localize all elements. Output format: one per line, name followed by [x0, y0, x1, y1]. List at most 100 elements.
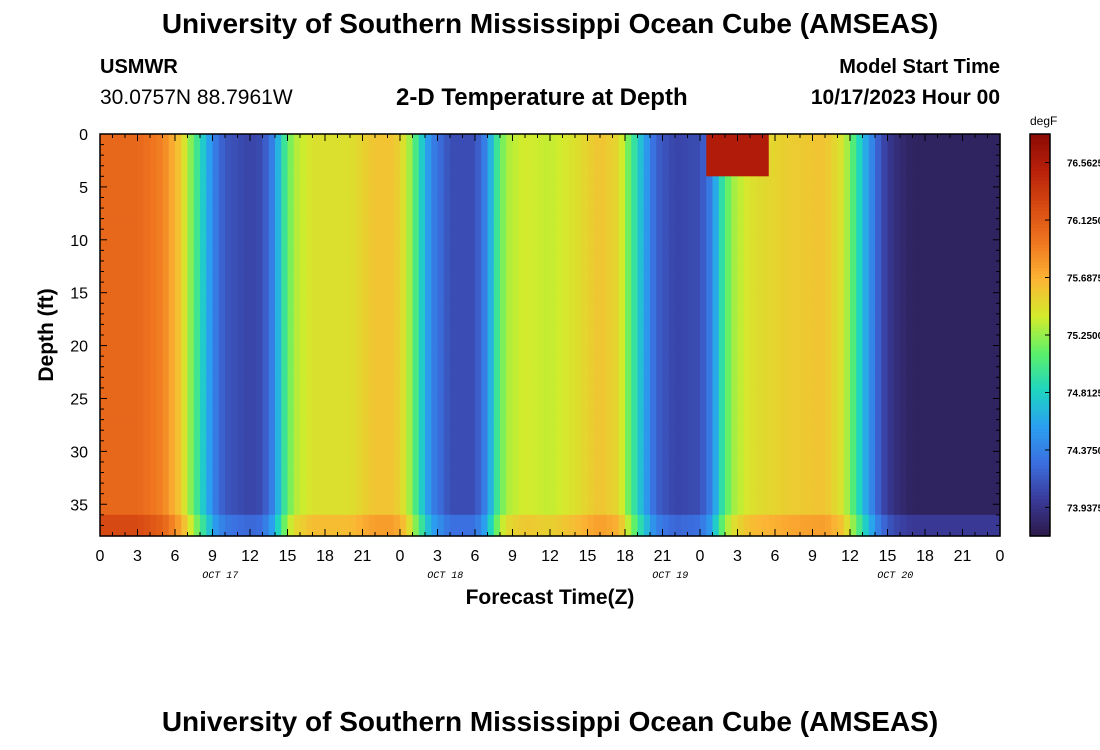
- heatmap-cell: [806, 271, 814, 283]
- heatmap-cell: [106, 134, 114, 146]
- heatmap-cell: [518, 239, 526, 251]
- heatmap-cell: [112, 430, 120, 442]
- heatmap-cell: [218, 134, 226, 146]
- heatmap-cell: [225, 461, 232, 474]
- heatmap-cell: [837, 472, 845, 484]
- heatmap-cell: [275, 483, 282, 495]
- heatmap-cell: [337, 260, 345, 273]
- heatmap-cell: [625, 208, 632, 220]
- heatmap-cell: [700, 335, 707, 347]
- heatmap-cell: [212, 176, 220, 188]
- heatmap-cell: [693, 197, 701, 209]
- heatmap-cell: [262, 335, 270, 347]
- heatmap-cell: [412, 250, 420, 262]
- heatmap-cell: [968, 197, 976, 209]
- heatmap-cell: [831, 292, 839, 304]
- heatmap-cell: [425, 472, 432, 484]
- heatmap-cell: [875, 387, 882, 400]
- heatmap-cell: [975, 440, 982, 452]
- heatmap-cell: [856, 208, 864, 220]
- heatmap-cell: [831, 472, 839, 484]
- heatmap-cell: [350, 186, 357, 199]
- heatmap-cell: [268, 303, 276, 315]
- heatmap-cell: [637, 461, 645, 474]
- heatmap-cell: [825, 430, 832, 442]
- heatmap-cell: [862, 144, 870, 156]
- heatmap-cell: [125, 271, 132, 283]
- heatmap-cell: [456, 345, 464, 357]
- heatmap-cell: [662, 366, 670, 378]
- heatmap-cell: [287, 387, 295, 400]
- heatmap-cell: [487, 430, 495, 442]
- heatmap-cell: [793, 440, 801, 452]
- heatmap-cell: [287, 324, 295, 336]
- heatmap-cell: [112, 313, 120, 326]
- heatmap-cell: [718, 197, 726, 209]
- heatmap-cell: [281, 398, 289, 410]
- heatmap-cell: [481, 197, 489, 209]
- heatmap-cell: [400, 144, 407, 156]
- heatmap-cell: [481, 292, 489, 304]
- heatmap-cell: [925, 483, 932, 495]
- heatmap-cell: [837, 176, 845, 188]
- heatmap-cell: [500, 165, 507, 177]
- heatmap-cell: [537, 398, 545, 410]
- heatmap-cell: [300, 197, 307, 209]
- heatmap-cell: [918, 335, 926, 347]
- heatmap-cell: [756, 430, 764, 442]
- heatmap-cell: [943, 144, 951, 156]
- heatmap-cell: [968, 419, 976, 431]
- heatmap-cell: [362, 282, 370, 294]
- heatmap-cell: [343, 144, 351, 156]
- heatmap-cell: [987, 197, 995, 209]
- heatmap-cell: [137, 483, 145, 495]
- heatmap-cell: [243, 208, 251, 220]
- heatmap-cell: [893, 483, 901, 495]
- heatmap-cell: [493, 292, 501, 304]
- heatmap-cell: [818, 239, 826, 251]
- heatmap-cell: [700, 303, 707, 315]
- heatmap-cell: [143, 440, 151, 452]
- heatmap-cell: [350, 165, 357, 177]
- heatmap-cell: [418, 430, 426, 442]
- heatmap-cell: [668, 271, 676, 283]
- heatmap-cell: [831, 324, 839, 336]
- heatmap-cell: [631, 282, 639, 294]
- heatmap-cell: [156, 186, 164, 199]
- heatmap-cell: [943, 472, 951, 484]
- heatmap-cell: [100, 356, 107, 368]
- heatmap-cell: [131, 398, 139, 410]
- heatmap-cell: [675, 430, 682, 442]
- heatmap-cell: [987, 313, 995, 326]
- heatmap-cell: [312, 461, 320, 474]
- heatmap-cell: [437, 239, 445, 251]
- heatmap-cell: [100, 303, 107, 315]
- heatmap-cell: [375, 419, 382, 431]
- heatmap-cell: [918, 155, 926, 167]
- heatmap-cell: [493, 493, 501, 505]
- heatmap-cell: [187, 229, 195, 241]
- heatmap-cell: [893, 260, 901, 273]
- heatmap-cell: [850, 387, 857, 400]
- heatmap-cell: [425, 155, 432, 167]
- heatmap-cell: [912, 134, 920, 146]
- heatmap-cell: [706, 239, 714, 251]
- heatmap-cell: [950, 229, 957, 241]
- heatmap-cell: [150, 345, 157, 357]
- heatmap-cell: [575, 419, 582, 431]
- heatmap-cell: [112, 366, 120, 378]
- heatmap-cell: [312, 356, 320, 368]
- heatmap-cell: [731, 229, 739, 241]
- heatmap-cell: [768, 208, 776, 220]
- heatmap-cell: [368, 377, 376, 389]
- heatmap-cell: [225, 377, 232, 389]
- heatmap-cell: [331, 377, 339, 389]
- heatmap-cell: [750, 239, 757, 251]
- heatmap-cell: [787, 260, 795, 273]
- heatmap-cell: [775, 134, 782, 146]
- heatmap-cell: [362, 186, 370, 199]
- heatmap-cell: [700, 144, 707, 156]
- heatmap-cell: [431, 377, 439, 389]
- heatmap-cell: [781, 387, 789, 400]
- heatmap-cell: [975, 229, 982, 241]
